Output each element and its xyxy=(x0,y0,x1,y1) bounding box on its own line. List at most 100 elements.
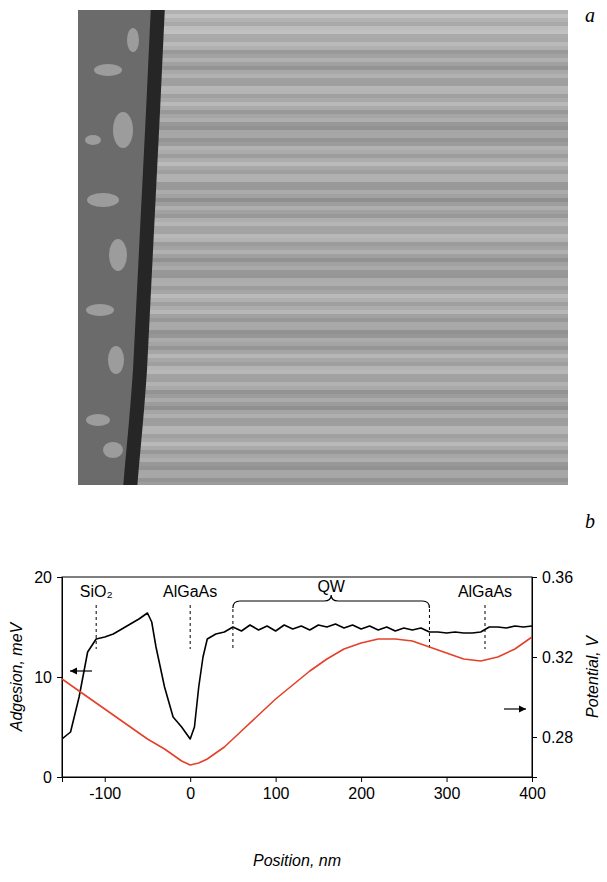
image-scanline xyxy=(78,406,568,410)
tick: -100 xyxy=(89,777,121,802)
tick-mark xyxy=(105,777,106,782)
tick-mark xyxy=(447,777,448,782)
tick-mark xyxy=(532,657,537,658)
image-scanline xyxy=(78,462,568,466)
annotation-brace xyxy=(233,595,430,608)
image-scanline xyxy=(78,378,568,382)
image-scanline xyxy=(78,478,568,482)
right-axis-arrow xyxy=(504,706,526,713)
image-scanline xyxy=(78,386,568,390)
tick-mark xyxy=(57,777,62,778)
tick-label: 0.36 xyxy=(542,569,573,586)
image-scanline xyxy=(78,382,568,386)
figure: ab-1000100200300400010200.280.320.36Posi… xyxy=(0,0,607,882)
tick-label: 300 xyxy=(434,785,461,802)
y2-axis-line xyxy=(533,578,538,778)
tick-mark xyxy=(190,777,191,782)
tick-label: 400 xyxy=(519,785,546,802)
image-scanline xyxy=(78,310,568,314)
tick: 300 xyxy=(434,777,461,802)
arrow-head xyxy=(519,706,526,713)
image-scanline xyxy=(78,358,568,362)
image-scanline xyxy=(78,318,568,322)
x-axis-line xyxy=(63,778,533,783)
image-scanline xyxy=(78,326,568,330)
image-scanline xyxy=(78,446,568,450)
tick-mark xyxy=(361,777,362,782)
image-scanline xyxy=(78,466,568,470)
image-scanline xyxy=(78,286,568,290)
image-scanline xyxy=(78,422,568,426)
annotation-line xyxy=(96,605,97,649)
image-scanline xyxy=(78,438,568,442)
annotation-label: SiO₂ xyxy=(80,583,113,600)
tick-label: -100 xyxy=(89,785,121,802)
image-scanline xyxy=(78,418,568,422)
tick-label: 0 xyxy=(43,769,52,786)
lines xyxy=(62,613,532,765)
image-speck xyxy=(108,346,124,374)
image-speck xyxy=(86,304,114,316)
panel-label: b xyxy=(585,510,595,532)
image-scanline xyxy=(78,458,568,462)
image-scanline xyxy=(78,426,568,430)
series-line xyxy=(62,613,532,739)
image-scanline xyxy=(78,330,568,334)
image-scanline xyxy=(78,474,568,478)
image-scanline xyxy=(78,442,568,446)
image-scanline xyxy=(78,282,568,286)
tick: 20 xyxy=(34,569,62,586)
image-speck xyxy=(94,64,122,76)
image-scanline xyxy=(78,394,568,398)
image-scanline xyxy=(78,482,568,485)
arrow-head xyxy=(70,668,77,675)
image-scanline xyxy=(78,338,568,342)
tick: 0.36 xyxy=(532,569,573,586)
tick-mark xyxy=(57,677,62,678)
image-scanline xyxy=(78,306,568,310)
image-scanline xyxy=(78,450,568,454)
image-scanline xyxy=(78,390,568,394)
tick: 100 xyxy=(263,777,290,802)
image-scanline xyxy=(78,290,568,294)
tick-mark xyxy=(532,577,537,578)
y-axis-line xyxy=(57,578,63,778)
image-scanline xyxy=(78,302,568,306)
image-speck xyxy=(127,28,139,52)
tick: 0 xyxy=(186,777,195,802)
image-boundary xyxy=(130,10,158,485)
y2-axis-title: Potential, V xyxy=(584,635,601,718)
image-scanline xyxy=(78,470,568,474)
left-axis-arrow xyxy=(70,668,92,675)
image-scanline xyxy=(78,346,568,350)
panel-label: a xyxy=(585,4,595,26)
image-scanline xyxy=(78,402,568,406)
tick: 0.32 xyxy=(532,649,573,666)
series-line xyxy=(62,637,532,765)
y-axis: 0 10 20 xyxy=(34,569,62,786)
image-scanline xyxy=(78,294,568,298)
annotations: SiO₂AlGaAsQWAlGaAs xyxy=(80,578,512,649)
image-scanline xyxy=(78,314,568,318)
image-scanline xyxy=(78,414,568,418)
tick-label: 0 xyxy=(186,785,195,802)
image-scanline xyxy=(78,454,568,458)
image-scanline xyxy=(78,434,568,438)
image-scanline xyxy=(78,366,568,370)
plot-frame xyxy=(62,577,532,777)
image-scanline xyxy=(78,370,568,374)
image-scanline xyxy=(78,410,568,414)
tick-label: 0.32 xyxy=(542,649,573,666)
tick-label: 200 xyxy=(348,785,375,802)
y2-axis: 0.280.320.36 xyxy=(532,569,573,778)
image-scanline xyxy=(78,342,568,346)
annotation-label: AlGaAs xyxy=(458,583,512,600)
image-speck xyxy=(87,193,119,207)
annotation-label: AlGaAs xyxy=(163,583,217,600)
tick-label: 10 xyxy=(34,669,52,686)
annotation-line xyxy=(232,609,233,649)
image-speck xyxy=(109,239,127,271)
tick-mark xyxy=(532,737,537,738)
image-speck xyxy=(85,135,101,145)
tick: 400 xyxy=(519,777,546,802)
